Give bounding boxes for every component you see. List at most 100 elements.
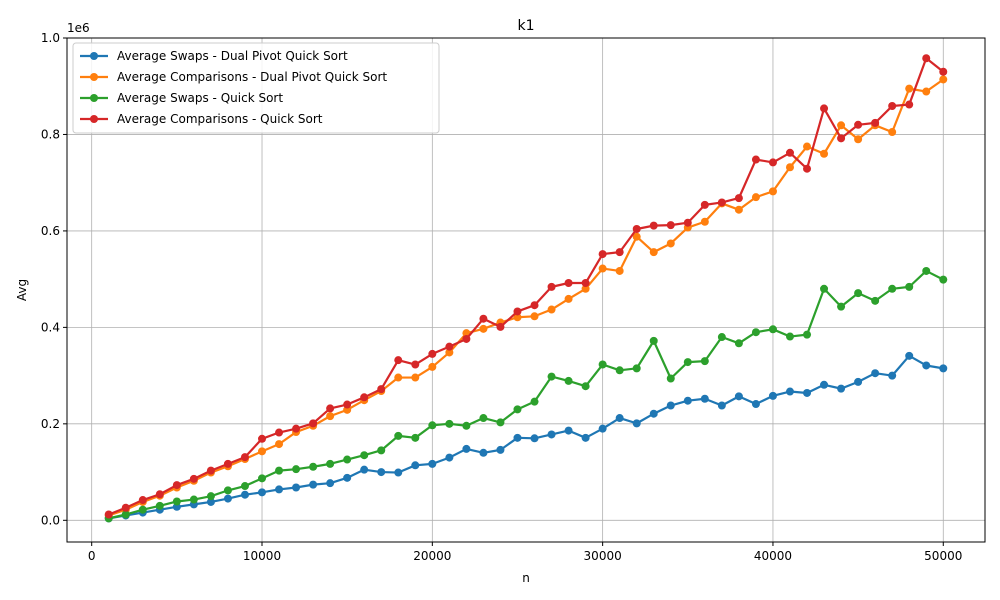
data-point [632, 419, 641, 428]
data-point [189, 495, 198, 504]
data-point [751, 328, 760, 337]
legend-label: Average Swaps - Quick Sort [117, 91, 283, 105]
data-point [820, 284, 829, 293]
data-point [734, 392, 743, 401]
data-point [513, 405, 522, 414]
data-point [649, 409, 658, 418]
data-point [649, 248, 658, 257]
data-point [649, 221, 658, 230]
legend-item: Average Comparisons - Dual Pivot Quick S… [80, 70, 387, 84]
data-point [172, 497, 181, 506]
legend-label: Average Comparisons - Quick Sort [117, 112, 323, 126]
data-point [496, 322, 505, 331]
y-offset-text: 1e6 [67, 21, 90, 35]
data-point [854, 377, 863, 386]
data-point [649, 336, 658, 345]
data-point [922, 54, 931, 63]
data-point [820, 149, 829, 158]
data-point [837, 384, 846, 393]
data-point [905, 84, 914, 93]
data-point [547, 282, 556, 291]
data-point [445, 419, 454, 428]
data-point [939, 275, 948, 284]
data-point [615, 248, 624, 257]
data-point [632, 232, 641, 241]
series-3 [104, 266, 948, 523]
data-point [837, 134, 846, 143]
data-point [240, 453, 249, 462]
data-point [717, 401, 726, 410]
legend-box [72, 42, 440, 134]
legend-marker [90, 115, 98, 123]
x-axis-label: n [522, 571, 530, 585]
data-point [820, 380, 829, 389]
data-point [258, 474, 267, 483]
data-point [922, 361, 931, 370]
data-point [683, 358, 692, 367]
data-point [138, 505, 147, 514]
data-point [837, 121, 846, 130]
data-point [206, 466, 215, 475]
data-point [820, 104, 829, 113]
data-point [292, 483, 301, 492]
data-point [700, 200, 709, 209]
data-point [564, 279, 573, 288]
data-point [377, 385, 386, 394]
y-tick-label: 0.0 [41, 513, 60, 527]
data-point [343, 400, 352, 409]
data-point [530, 312, 539, 321]
data-point [803, 142, 812, 151]
data-point [394, 356, 403, 365]
x-tick-label: 20000 [413, 549, 451, 563]
data-point [121, 503, 130, 512]
data-point [734, 205, 743, 214]
data-point [258, 447, 267, 456]
data-point [768, 391, 777, 400]
data-point [309, 462, 318, 471]
legend-marker [90, 94, 98, 102]
data-point [496, 445, 505, 454]
data-point [564, 376, 573, 385]
data-point [922, 87, 931, 96]
x-tick-label: 40000 [754, 549, 792, 563]
data-point [939, 75, 948, 84]
data-point [326, 459, 335, 468]
data-point [751, 155, 760, 164]
data-point [309, 419, 318, 428]
data-point [428, 421, 437, 430]
data-point [564, 426, 573, 435]
data-point [734, 339, 743, 348]
data-point [547, 305, 556, 314]
data-point [445, 453, 454, 462]
data-point [394, 373, 403, 382]
data-point [206, 497, 215, 506]
data-point [462, 421, 471, 430]
data-point [598, 264, 607, 273]
data-point [189, 474, 198, 483]
data-point [343, 455, 352, 464]
data-point [581, 433, 590, 442]
data-point [837, 302, 846, 311]
data-point [700, 217, 709, 226]
series-line [108, 354, 944, 520]
data-point [888, 102, 897, 110]
x-tick-label: 10000 [243, 549, 281, 563]
data-point [258, 488, 267, 497]
data-point [121, 510, 130, 519]
data-point [581, 279, 590, 288]
data-point [871, 296, 880, 305]
data-point [513, 313, 522, 322]
data-point [666, 221, 675, 230]
data-point [581, 284, 590, 293]
data-point [309, 480, 318, 489]
data-point [445, 348, 454, 357]
data-point [803, 164, 812, 173]
data-point [581, 382, 590, 391]
data-point [905, 351, 914, 360]
series-line [108, 78, 944, 517]
data-point [360, 393, 369, 402]
data-point [104, 510, 113, 519]
data-point [632, 364, 641, 373]
data-point [377, 468, 386, 477]
data-point [292, 465, 301, 474]
